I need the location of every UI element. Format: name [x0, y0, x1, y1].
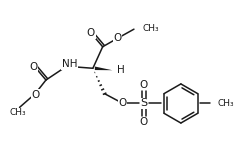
Text: O: O: [29, 62, 37, 72]
Text: H: H: [117, 65, 125, 75]
Text: NH: NH: [62, 59, 77, 69]
Text: CH₃: CH₃: [143, 24, 159, 33]
Text: CH₃: CH₃: [9, 108, 26, 117]
Polygon shape: [95, 66, 112, 70]
Text: CH₃: CH₃: [217, 99, 234, 108]
Text: O: O: [118, 99, 126, 109]
Text: O: O: [140, 80, 148, 90]
Text: O: O: [140, 117, 148, 127]
Text: O: O: [87, 28, 95, 38]
Text: S: S: [140, 99, 147, 109]
Text: O: O: [31, 90, 39, 100]
Text: O: O: [113, 33, 122, 43]
